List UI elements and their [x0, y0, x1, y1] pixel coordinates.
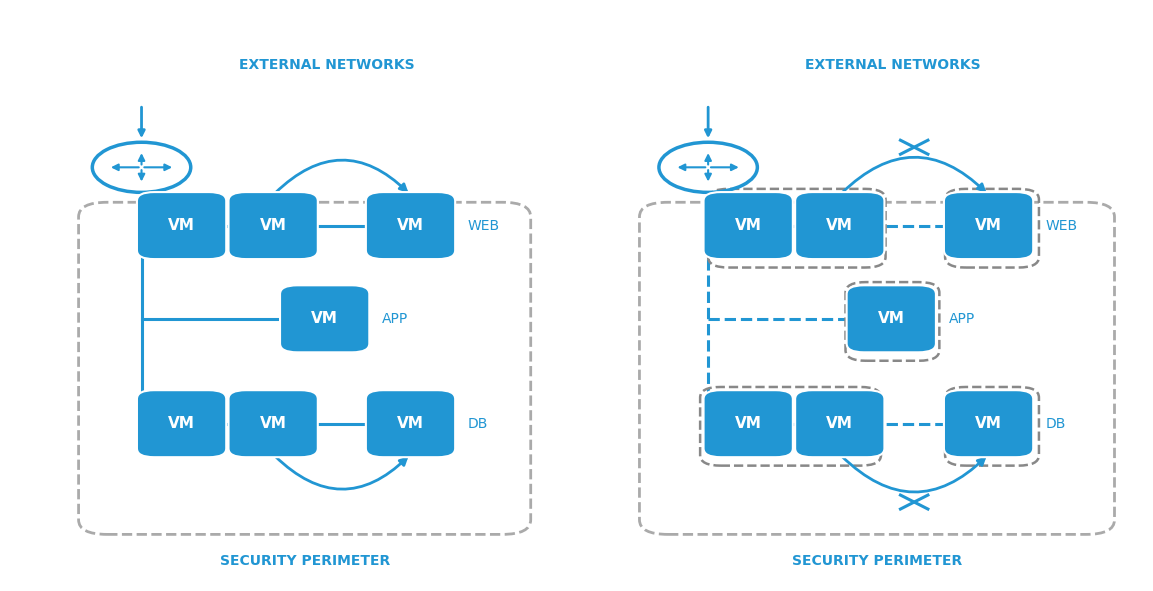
Text: VM: VM — [168, 416, 195, 431]
FancyBboxPatch shape — [228, 192, 318, 259]
FancyBboxPatch shape — [137, 192, 226, 259]
Text: EXTERNAL NETWORKS: EXTERNAL NETWORKS — [806, 59, 981, 72]
Text: APP: APP — [382, 312, 408, 326]
Text: VM: VM — [311, 311, 338, 326]
Text: VM: VM — [168, 218, 195, 233]
Text: VM: VM — [975, 416, 1002, 431]
Text: VM: VM — [259, 218, 287, 233]
Text: SECURITY PERIMETER: SECURITY PERIMETER — [220, 554, 391, 567]
Text: VM: VM — [397, 416, 424, 431]
FancyBboxPatch shape — [280, 285, 369, 352]
FancyBboxPatch shape — [944, 390, 1033, 457]
Text: WEB: WEB — [468, 219, 500, 233]
FancyBboxPatch shape — [703, 192, 793, 259]
Text: SECURITY PERIMETER: SECURITY PERIMETER — [792, 554, 963, 567]
FancyBboxPatch shape — [366, 390, 455, 457]
FancyArrowPatch shape — [842, 157, 985, 193]
Text: DB: DB — [468, 417, 488, 431]
FancyBboxPatch shape — [228, 390, 318, 457]
Text: APP: APP — [949, 312, 974, 326]
FancyBboxPatch shape — [796, 390, 884, 457]
Text: WEB: WEB — [1046, 219, 1078, 233]
FancyArrowPatch shape — [842, 456, 985, 492]
FancyBboxPatch shape — [137, 390, 226, 457]
FancyBboxPatch shape — [366, 192, 455, 259]
Text: VM: VM — [397, 218, 424, 233]
Text: DB: DB — [1046, 417, 1067, 431]
Text: VM: VM — [877, 311, 905, 326]
Text: VM: VM — [827, 416, 853, 431]
Text: VM: VM — [734, 218, 762, 233]
FancyBboxPatch shape — [944, 192, 1033, 259]
Text: VM: VM — [827, 218, 853, 233]
FancyBboxPatch shape — [796, 192, 884, 259]
Text: VM: VM — [734, 416, 762, 431]
FancyBboxPatch shape — [846, 285, 936, 352]
FancyArrowPatch shape — [276, 456, 406, 489]
Text: VM: VM — [975, 218, 1002, 233]
FancyBboxPatch shape — [703, 390, 793, 457]
Text: VM: VM — [259, 416, 287, 431]
Text: EXTERNAL NETWORKS: EXTERNAL NETWORKS — [239, 59, 414, 72]
FancyArrowPatch shape — [276, 160, 406, 193]
